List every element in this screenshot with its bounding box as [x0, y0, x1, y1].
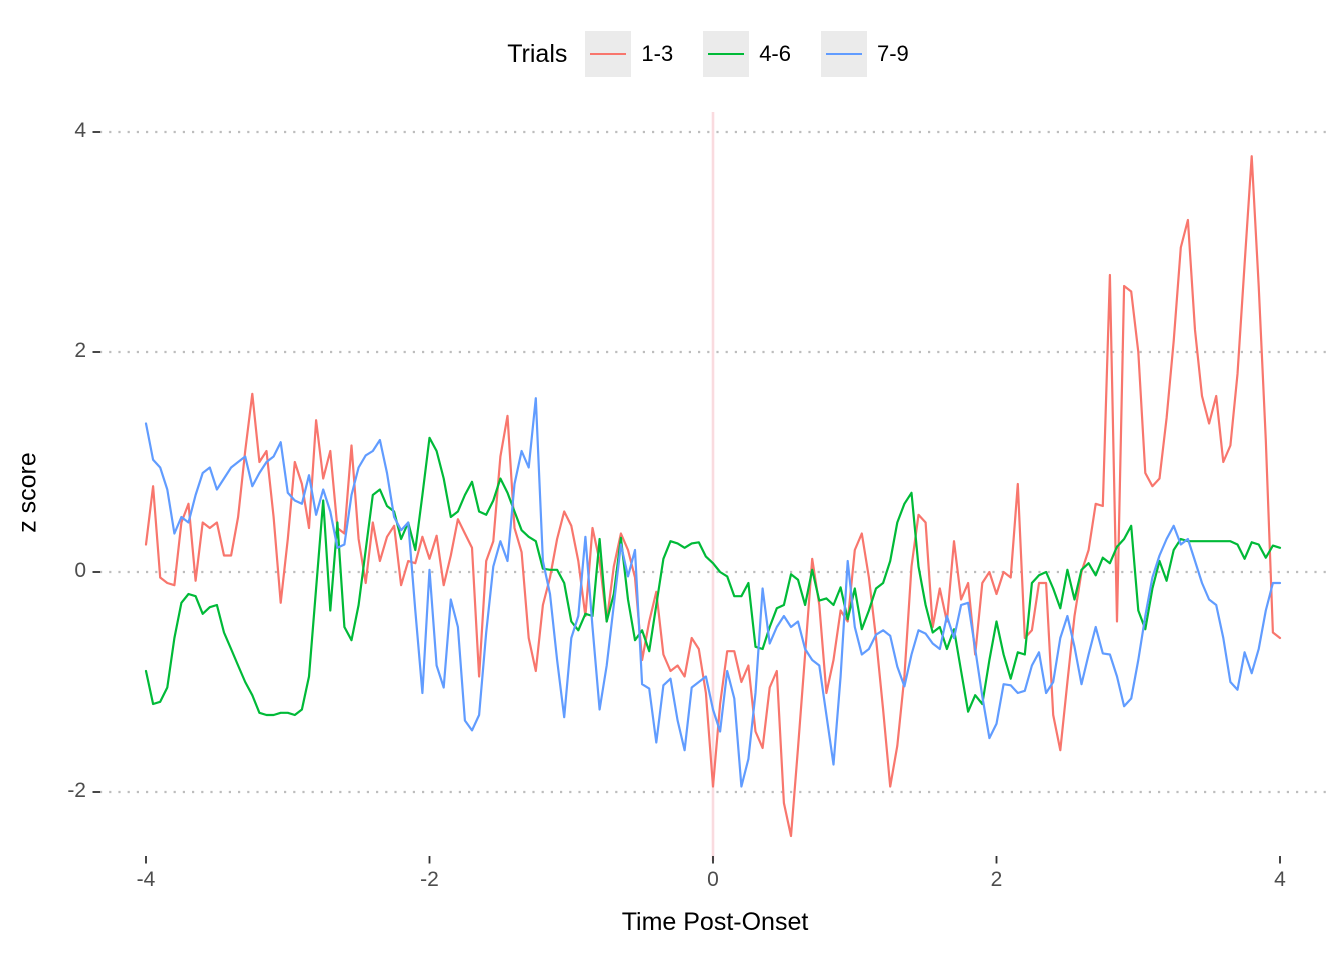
legend-label: 7-9: [876, 41, 909, 66]
legend-label: 4-6: [759, 41, 791, 66]
series-line-1-3: [144, 155, 1282, 838]
legend-key-box: [820, 31, 867, 77]
legend-item-trials-7-9: 7-9: [820, 31, 909, 77]
legend-item-trials-4-6: 4-6: [703, 31, 791, 77]
x-tick-label: 2: [990, 868, 1003, 891]
legend-key-box: [703, 31, 750, 77]
y-axis-title: z score: [13, 452, 42, 533]
x-tick-label: -2: [420, 868, 439, 891]
x-tick-label: 4: [1274, 868, 1286, 891]
legend-item-trials-1-3: 1-3: [585, 31, 673, 77]
x-axis-title: Time Post-Onset: [621, 908, 809, 936]
y-tick-label: -2: [67, 779, 86, 802]
series-line-4-6: [144, 436, 1282, 717]
x-tick-label: -4: [136, 868, 156, 891]
legend-line-icon: [825, 53, 862, 55]
y-tick-label: 2: [74, 339, 86, 362]
legend: Trials 1-3 4-6 7-9: [100, 28, 1330, 80]
y-tick-label: 0: [74, 559, 86, 582]
legend-label: 1-3: [641, 41, 674, 66]
legend-key-box: [585, 31, 632, 77]
x-tick-label: 0: [707, 868, 719, 891]
y-tick-label: 4: [74, 119, 86, 142]
legend-title: Trials: [507, 39, 568, 68]
legend-line-icon: [708, 53, 745, 55]
series-line-7-9: [144, 397, 1282, 788]
legend-line-icon: [590, 53, 627, 55]
